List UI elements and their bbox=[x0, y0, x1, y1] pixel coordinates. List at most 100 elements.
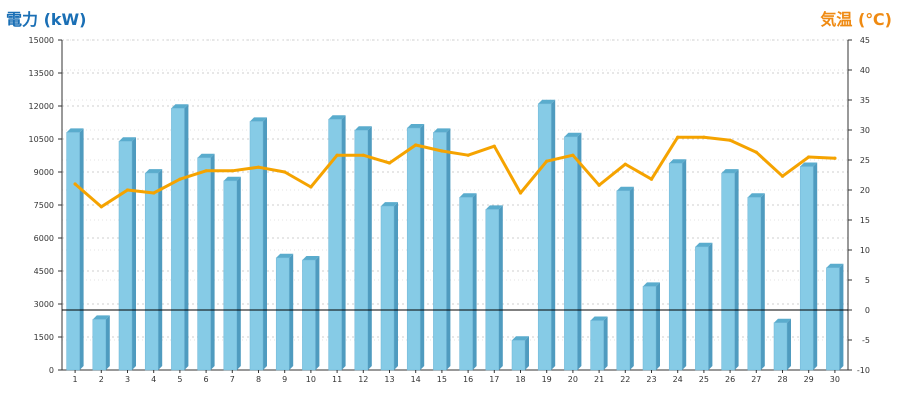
bar-side bbox=[184, 104, 189, 370]
right-tick-label: 10 bbox=[860, 246, 870, 255]
temperature-point bbox=[833, 156, 837, 160]
bar bbox=[380, 205, 395, 371]
x-tick-label: 3 bbox=[125, 375, 130, 384]
x-tick-label: 11 bbox=[332, 375, 342, 384]
x-tick-label: 22 bbox=[620, 375, 630, 384]
bar bbox=[223, 180, 238, 371]
bar-top bbox=[223, 176, 241, 181]
bar-top bbox=[328, 115, 346, 120]
bar bbox=[328, 118, 342, 371]
bar-side bbox=[525, 336, 529, 370]
right-tick-label: -5 bbox=[862, 336, 870, 345]
x-tick-label: 2 bbox=[99, 375, 104, 384]
bar-side bbox=[603, 316, 608, 370]
temperature-line bbox=[73, 135, 837, 209]
bar-top bbox=[276, 253, 294, 258]
bar-top bbox=[800, 162, 818, 167]
bar-side bbox=[367, 126, 372, 370]
right-tick-label: 20 bbox=[860, 186, 870, 195]
bar-top bbox=[354, 126, 372, 131]
left-tick-label: 15000 bbox=[29, 36, 54, 45]
x-tick-label: 14 bbox=[411, 375, 421, 384]
x-tick-label: 4 bbox=[151, 375, 156, 384]
temperature-point bbox=[545, 159, 549, 163]
x-tick-label: 5 bbox=[177, 375, 182, 384]
bar-side bbox=[105, 315, 110, 370]
left-tick-label: 9000 bbox=[34, 168, 54, 177]
bar-side bbox=[315, 256, 320, 370]
x-tick-label: 16 bbox=[463, 375, 473, 384]
bar-side bbox=[656, 282, 660, 370]
bar bbox=[275, 257, 290, 371]
x-tick-label: 26 bbox=[725, 375, 735, 384]
temperature-point bbox=[440, 149, 444, 153]
temperature-point bbox=[649, 177, 654, 181]
bar-top bbox=[643, 282, 660, 287]
x-tick-label: 20 bbox=[568, 375, 578, 384]
x-tick-label: 6 bbox=[204, 375, 209, 384]
bar bbox=[511, 340, 526, 371]
temperature-point bbox=[754, 150, 758, 154]
bar-side bbox=[734, 169, 739, 370]
x-tick-label: 18 bbox=[515, 375, 525, 384]
right-tick-label: 25 bbox=[860, 156, 870, 165]
bar-side bbox=[79, 128, 84, 370]
bar-side bbox=[813, 162, 818, 370]
temperature-point bbox=[623, 162, 627, 166]
temperature-point bbox=[780, 174, 785, 178]
bar-side bbox=[498, 205, 503, 370]
x-tick-label: 12 bbox=[358, 375, 368, 384]
bar-side bbox=[760, 193, 765, 370]
bar-side bbox=[289, 253, 294, 370]
bar-side bbox=[263, 117, 267, 371]
bar-side bbox=[708, 242, 713, 370]
temperature-point bbox=[204, 169, 208, 173]
bar-top bbox=[381, 202, 398, 207]
bar bbox=[537, 103, 552, 371]
bar-top bbox=[485, 205, 503, 210]
bar-side bbox=[158, 169, 163, 370]
bar-top bbox=[826, 263, 844, 268]
bar bbox=[66, 132, 80, 371]
x-tick-label: 23 bbox=[646, 375, 656, 384]
bar-top bbox=[407, 124, 425, 128]
temperature-point bbox=[99, 205, 103, 209]
right-tick-label: 35 bbox=[860, 96, 870, 105]
x-tick-label: 19 bbox=[542, 375, 552, 384]
bar-top bbox=[538, 99, 556, 104]
x-tick-label: 21 bbox=[594, 375, 604, 384]
temperature-point bbox=[361, 153, 365, 157]
temperature-point bbox=[230, 169, 234, 173]
temperature-point bbox=[702, 135, 706, 139]
bar bbox=[695, 246, 709, 371]
left-tick-label: 12000 bbox=[29, 102, 54, 111]
right-tick-label: -10 bbox=[857, 366, 870, 375]
x-tick-label: 17 bbox=[489, 375, 499, 384]
temperature-point bbox=[73, 182, 77, 186]
bar bbox=[668, 162, 683, 371]
temperature-point bbox=[387, 161, 392, 165]
bar bbox=[459, 197, 473, 371]
left-tick-label: 1500 bbox=[34, 333, 54, 342]
bar bbox=[433, 132, 447, 371]
temperature-point bbox=[571, 153, 575, 157]
right-tick-label: 30 bbox=[860, 126, 870, 135]
bar bbox=[826, 267, 840, 371]
bar bbox=[590, 320, 604, 371]
bar-side bbox=[551, 99, 556, 371]
bar bbox=[249, 121, 264, 371]
x-tick-label: 15 bbox=[437, 375, 447, 384]
temperature-point bbox=[466, 153, 470, 157]
left-tick-label: 4500 bbox=[34, 267, 54, 276]
temperature-point bbox=[309, 185, 313, 189]
temperature-point bbox=[807, 155, 811, 159]
x-tick-label: 7 bbox=[230, 375, 235, 384]
temperature-point bbox=[597, 183, 601, 187]
bar-top bbox=[590, 316, 608, 321]
left-tick-label: 6000 bbox=[34, 234, 54, 243]
temperature-point bbox=[335, 153, 339, 157]
x-tick-label: 13 bbox=[384, 375, 394, 384]
bar bbox=[197, 157, 211, 371]
temperature-point bbox=[125, 188, 130, 192]
